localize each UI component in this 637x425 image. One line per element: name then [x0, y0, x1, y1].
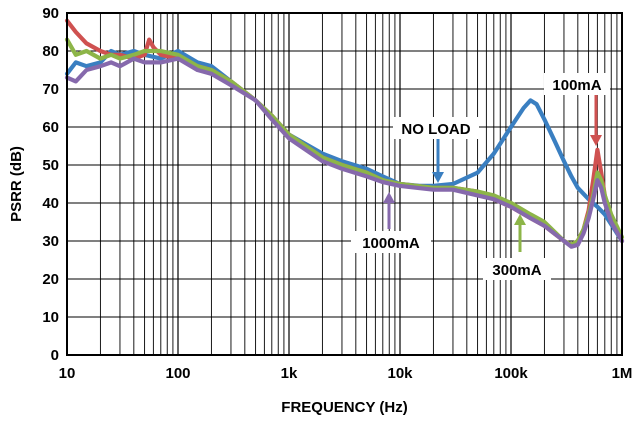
- y-tick-label: 90: [42, 5, 59, 22]
- annotation-no-load: NO LOAD: [393, 117, 479, 183]
- plot-frame: [66, 12, 623, 356]
- x-tick-label: 100: [165, 365, 190, 382]
- series-layer: [64, 18, 625, 249]
- y-tick-label: 80: [42, 43, 59, 60]
- annotation-arrow-head: [383, 192, 395, 203]
- annotation-box: [351, 231, 431, 253]
- y-axis-title: PSRR (dB): [8, 146, 25, 222]
- y-tick-label: 40: [42, 195, 59, 212]
- annotation-label: NO LOAD: [401, 121, 470, 138]
- annotation-box: [544, 73, 610, 95]
- annotation-arrow-head: [590, 135, 602, 146]
- y-tick-label: 70: [42, 81, 59, 98]
- y-tick-label: 0: [51, 347, 59, 364]
- y-tick-label: 20: [42, 271, 59, 288]
- annotation-label: 1000mA: [362, 235, 420, 252]
- series-line-1000ma: [64, 56, 625, 249]
- series-line-no-load: [64, 48, 625, 244]
- annotation-box: [393, 117, 479, 139]
- y-tick-label: 30: [42, 233, 59, 250]
- y-tick-label: 10: [42, 309, 59, 326]
- y-tick-label: 60: [42, 119, 59, 136]
- annotation-arrow-head: [432, 172, 444, 183]
- series-line-300ma: [64, 37, 625, 247]
- annotation-label: 100mA: [552, 77, 601, 94]
- annotation-arrow-head: [514, 214, 526, 225]
- annotation-100ma: 100mA: [544, 73, 610, 146]
- annotations: NO LOAD 100mA 300mA 1000mA: [351, 73, 610, 280]
- y-tick-label: 50: [42, 157, 59, 174]
- x-tick-label: 10: [59, 365, 76, 382]
- annotation-300ma: 300mA: [483, 214, 551, 280]
- x-tick-label: 1k: [281, 365, 298, 382]
- annotation-box: [483, 258, 551, 280]
- annotation-label: 300mA: [492, 262, 541, 279]
- x-tick-label: 1M: [612, 365, 633, 382]
- x-tick-label: 10k: [387, 365, 413, 382]
- x-tick-label: 100k: [494, 365, 528, 382]
- annotation-1000ma: 1000mA: [351, 192, 431, 253]
- x-axis-title: FREQUENCY (Hz): [281, 399, 407, 416]
